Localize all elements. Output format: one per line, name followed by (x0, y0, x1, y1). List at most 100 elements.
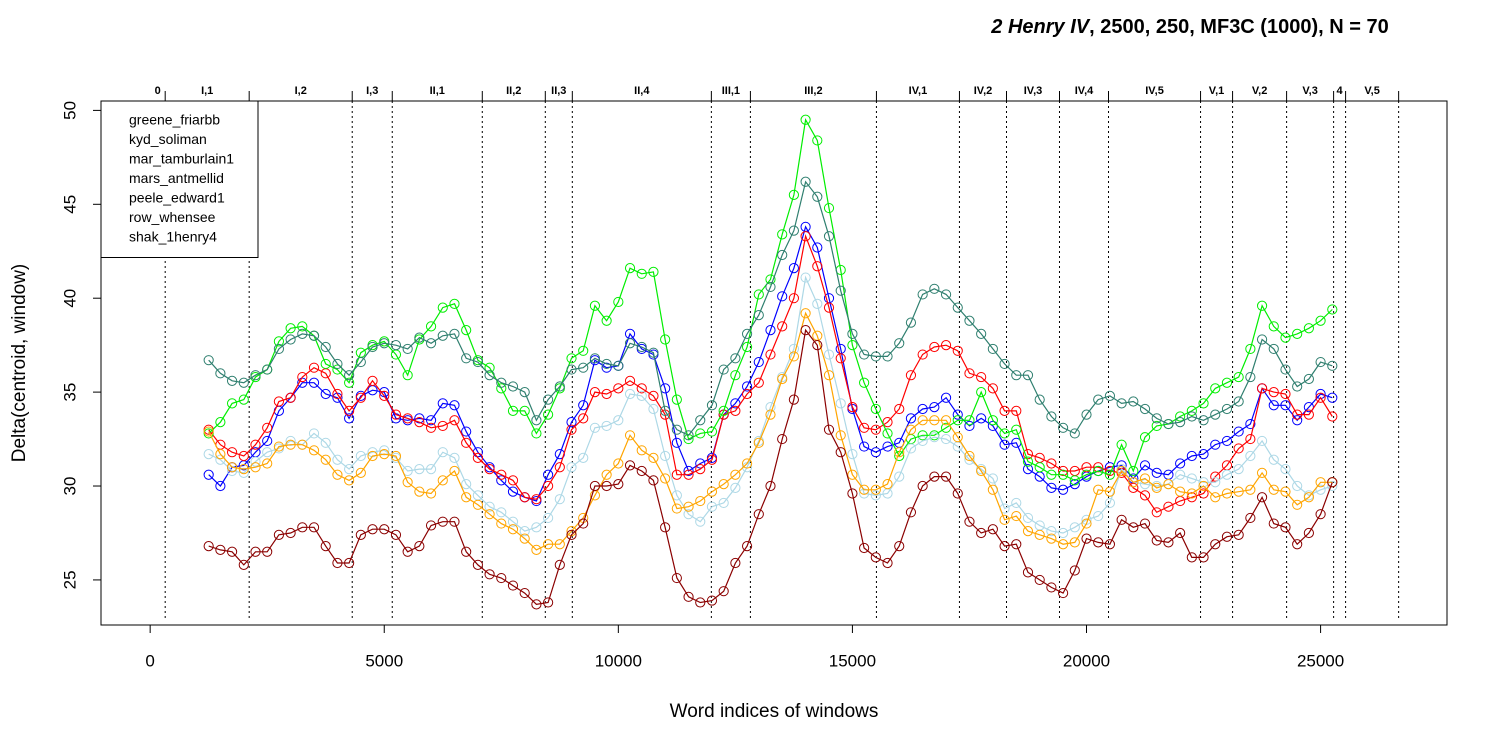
data-point (753, 509, 764, 520)
data-point (355, 392, 366, 403)
data-point (1175, 458, 1186, 469)
data-point (461, 492, 472, 503)
data-point (777, 229, 788, 240)
data-point (215, 480, 226, 492)
data-point (987, 415, 998, 426)
data-point (823, 302, 835, 313)
data-point (425, 464, 437, 475)
data-point (578, 452, 589, 463)
data-point (1186, 450, 1197, 462)
data-point (999, 405, 1010, 416)
data-point (519, 533, 530, 544)
data-point (519, 405, 530, 416)
data-point (379, 390, 390, 401)
data-point (671, 469, 682, 480)
y-tick-label: 35 (60, 383, 79, 402)
data-point (1210, 477, 1221, 488)
data-point (1116, 514, 1127, 525)
data-point (929, 415, 940, 426)
data-point (1245, 512, 1256, 524)
data-point (976, 413, 987, 424)
data-point (976, 328, 987, 339)
data-point (543, 480, 554, 492)
data-point (1046, 469, 1057, 480)
data-point (1292, 328, 1303, 339)
scene-label: 0 (155, 85, 161, 97)
data-point (1046, 525, 1057, 537)
data-point (917, 430, 928, 441)
data-point (718, 497, 729, 509)
data-point (648, 390, 659, 401)
data-point (1057, 422, 1069, 433)
data-point (894, 338, 905, 349)
data-point (683, 469, 694, 480)
data-point (1315, 392, 1326, 403)
data-point (671, 503, 682, 514)
data-point (226, 398, 238, 409)
data-point (1069, 537, 1080, 548)
data-point (964, 450, 975, 462)
data-point (332, 388, 343, 400)
data-point (1151, 507, 1162, 518)
scene-label: V,3 (1302, 85, 1318, 97)
data-point (730, 370, 741, 381)
data-point (800, 114, 811, 125)
data-point (940, 289, 952, 300)
plot-frame (100, 100, 1448, 626)
data-point (1210, 471, 1221, 482)
data-point (741, 458, 753, 469)
data-point (870, 424, 881, 435)
data-point (929, 402, 940, 413)
scene-label: I,1 (201, 85, 213, 97)
data-point (859, 377, 870, 388)
data-point (1022, 370, 1034, 381)
data-point (1034, 529, 1045, 540)
data-point (308, 362, 320, 373)
data-point (1280, 522, 1291, 533)
data-point (519, 587, 530, 599)
data-point (660, 450, 671, 462)
data-point (250, 456, 261, 467)
data-point (519, 525, 530, 537)
legend-label: greene_friarbb (129, 112, 220, 128)
data-point (671, 572, 682, 584)
legend-box (100, 100, 259, 258)
data-point (882, 441, 893, 452)
data-point (355, 356, 366, 368)
data-point (566, 417, 577, 428)
data-point (601, 480, 612, 492)
data-point (262, 458, 273, 469)
data-point (660, 522, 671, 533)
data-point (1327, 480, 1338, 492)
data-point (344, 377, 355, 388)
data-point (1221, 377, 1233, 388)
data-point (262, 364, 273, 375)
data-point (1046, 482, 1057, 493)
data-point (730, 405, 741, 416)
data-point (706, 501, 718, 512)
data-point (425, 520, 437, 531)
data-point (765, 349, 776, 360)
data-point (484, 464, 495, 475)
data-point (976, 371, 987, 383)
data-point (320, 341, 331, 353)
data-point (1069, 475, 1080, 486)
data-point (1303, 527, 1314, 539)
data-point (1256, 492, 1268, 503)
data-point (999, 439, 1010, 450)
data-point (1268, 387, 1279, 398)
scene-label: III,2 (804, 85, 822, 97)
data-point (1093, 394, 1104, 405)
data-point (1245, 343, 1256, 355)
data-point (940, 415, 952, 426)
data-point (660, 334, 671, 345)
data-point (1186, 411, 1197, 422)
data-point (905, 443, 917, 454)
data-point (741, 388, 753, 400)
legend-label: peele_edward1 (129, 190, 225, 206)
data-point (578, 413, 589, 424)
data-point (250, 439, 261, 450)
data-point (812, 340, 823, 351)
data-point (203, 541, 214, 552)
data-point (882, 557, 893, 569)
